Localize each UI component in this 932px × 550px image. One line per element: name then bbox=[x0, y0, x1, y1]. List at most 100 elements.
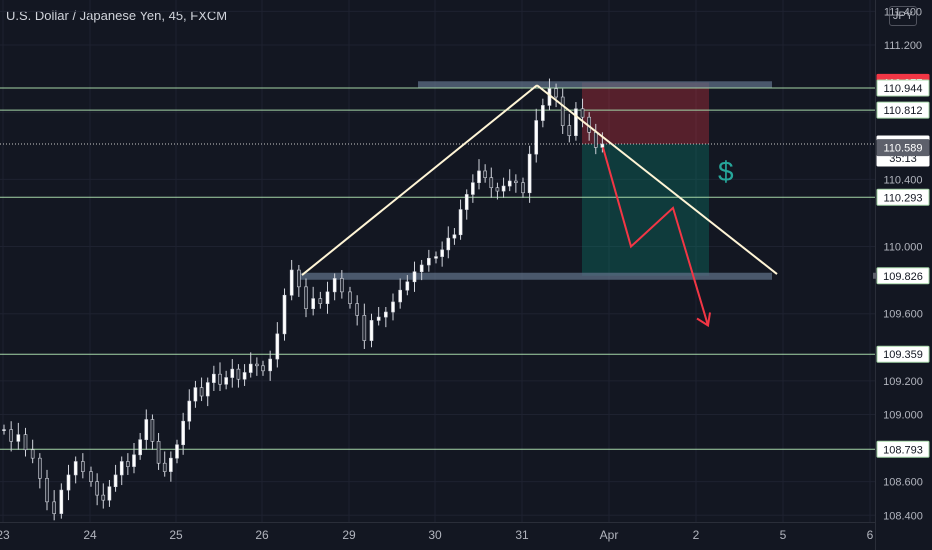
candle-body bbox=[541, 105, 545, 121]
pattern-right-line[interactable] bbox=[536, 84, 778, 275]
label-marker bbox=[873, 272, 877, 279]
candle-body bbox=[446, 237, 451, 251]
time-tick-label: 26 bbox=[255, 528, 269, 542]
neckline-zone[interactable] bbox=[300, 272, 772, 280]
candle-body bbox=[119, 461, 124, 476]
candle-body bbox=[138, 439, 142, 456]
candle-body bbox=[311, 298, 315, 309]
price-label-text: 109.826 bbox=[883, 271, 923, 283]
candle-body bbox=[554, 88, 558, 98]
candle-body bbox=[471, 182, 475, 195]
candle-body bbox=[169, 457, 173, 472]
candle-body bbox=[248, 363, 253, 373]
candle-body bbox=[489, 177, 494, 189]
candle-body bbox=[193, 387, 198, 402]
candle-body bbox=[23, 434, 28, 451]
candle-body bbox=[458, 209, 463, 236]
price-label-box bbox=[876, 188, 930, 206]
price-label-text: 110.589 bbox=[884, 143, 923, 155]
candle-body bbox=[514, 180, 518, 183]
candle-body bbox=[464, 194, 469, 210]
candle-body bbox=[289, 269, 294, 296]
candle-body bbox=[297, 269, 301, 288]
take-profit-zone[interactable] bbox=[582, 144, 709, 276]
time-tick-label: 6 bbox=[867, 528, 874, 542]
candle-body bbox=[268, 358, 272, 372]
candle-body bbox=[9, 429, 13, 442]
candle-body bbox=[501, 185, 506, 192]
candle-body bbox=[369, 320, 374, 341]
time-tick-label: 25 bbox=[169, 528, 183, 542]
candle-body bbox=[427, 257, 431, 266]
candle-body bbox=[2, 429, 6, 431]
projection-arrow[interactable] bbox=[602, 147, 709, 326]
candle-body bbox=[495, 187, 500, 192]
price-label-text: 109.359 bbox=[883, 349, 923, 361]
dollar-sign: $ bbox=[718, 156, 734, 187]
candle-body bbox=[521, 182, 525, 194]
candle-body bbox=[255, 363, 259, 367]
candle-body bbox=[187, 400, 192, 422]
price-tick-label: 111.400 bbox=[884, 6, 922, 18]
candle-body bbox=[156, 441, 161, 464]
candle-body bbox=[218, 373, 222, 385]
time-tick-label: 23 bbox=[0, 528, 10, 542]
candle-body bbox=[593, 132, 598, 148]
time-tick-label: Apr bbox=[600, 528, 619, 542]
candle-body bbox=[574, 108, 578, 136]
candle-body bbox=[340, 278, 344, 293]
candle-body bbox=[30, 449, 35, 459]
candle-body bbox=[16, 434, 21, 442]
candle-body bbox=[66, 474, 71, 491]
candle-body bbox=[348, 291, 352, 304]
time-tick-label: 29 bbox=[342, 528, 356, 542]
stop-loss-zone[interactable] bbox=[582, 82, 709, 145]
candle-body bbox=[212, 373, 216, 383]
price-label-box bbox=[876, 139, 930, 157]
candle-body bbox=[355, 303, 359, 316]
candle-body bbox=[181, 420, 185, 446]
candle-body bbox=[362, 315, 367, 341]
candle-body bbox=[318, 298, 323, 304]
candle-body bbox=[81, 461, 85, 472]
projection-arrowhead bbox=[696, 312, 711, 328]
candle-body bbox=[38, 457, 42, 479]
price-label-text: 110.293 bbox=[884, 192, 923, 204]
candle-body bbox=[483, 170, 487, 178]
candle-body bbox=[580, 108, 585, 118]
candle-body bbox=[560, 96, 565, 126]
candle-body bbox=[275, 333, 280, 360]
price-label-box bbox=[876, 101, 930, 119]
candle-body bbox=[304, 286, 308, 309]
pattern-left-line[interactable] bbox=[301, 84, 538, 276]
price-tick-label: 109.600 bbox=[883, 309, 923, 321]
candle-body bbox=[199, 387, 204, 397]
candle-body bbox=[113, 474, 118, 488]
candle-body bbox=[440, 249, 444, 257]
candle-body bbox=[205, 382, 210, 397]
price-tick-label: 111.200 bbox=[884, 40, 922, 52]
candle-body bbox=[261, 365, 265, 372]
price-tick-label: 108.600 bbox=[883, 477, 923, 489]
candle-body bbox=[567, 125, 572, 136]
candle-body bbox=[101, 494, 106, 501]
resistance-zone[interactable] bbox=[418, 81, 772, 89]
candle-body bbox=[89, 471, 93, 482]
candle-body bbox=[52, 501, 56, 514]
price-label-text: 110.812 bbox=[884, 105, 923, 117]
candle-body bbox=[95, 481, 99, 496]
candle-body bbox=[175, 444, 179, 459]
price-tick-label: 109.200 bbox=[883, 376, 923, 388]
candle-body bbox=[236, 368, 241, 380]
candle-body bbox=[507, 180, 512, 187]
candle-body bbox=[332, 278, 337, 293]
time-tick-label: 24 bbox=[83, 528, 97, 542]
currency-badge[interactable]: JPY bbox=[889, 6, 917, 26]
candle-body bbox=[405, 281, 410, 291]
candle-body bbox=[527, 153, 532, 194]
candle-body bbox=[230, 368, 235, 378]
candle-body bbox=[126, 461, 130, 467]
candle-body bbox=[242, 372, 247, 380]
candle-body bbox=[384, 311, 388, 318]
